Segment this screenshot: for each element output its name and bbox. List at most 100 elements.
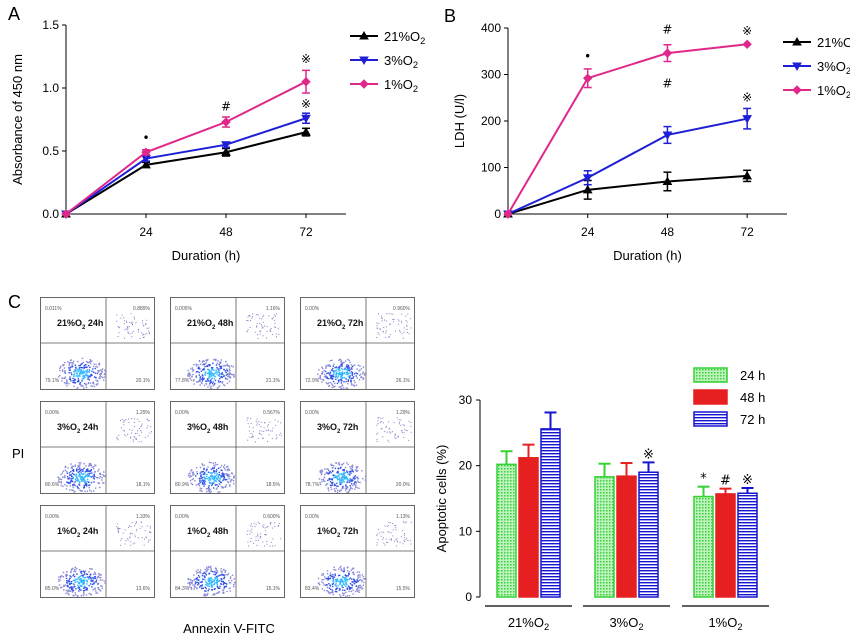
event-dot (277, 420, 279, 422)
event-dot (81, 477, 84, 479)
panel-label-a: A (8, 4, 20, 24)
event-dot (127, 332, 129, 334)
event-dot (190, 469, 193, 471)
event-dot (81, 380, 83, 382)
event-dot (351, 374, 353, 376)
event-dot (398, 419, 400, 421)
event-dot (376, 534, 378, 536)
event-dot (351, 584, 354, 587)
event-dot (188, 373, 190, 376)
event-dot (352, 581, 354, 583)
event-dot (345, 583, 347, 585)
event-dot (150, 431, 152, 433)
event-dot (209, 577, 211, 579)
event-dot (207, 358, 209, 361)
event-dot (385, 426, 387, 428)
event-dot (96, 383, 98, 385)
event-dot (324, 576, 326, 578)
event-dot (81, 475, 84, 478)
event-dot (346, 478, 348, 480)
event-dot (210, 577, 212, 579)
event-dot (83, 366, 86, 369)
event-dot (203, 473, 205, 476)
event-dot (350, 378, 352, 380)
event-dot (66, 385, 68, 387)
event-dot (220, 475, 222, 477)
event-dot (93, 478, 95, 480)
event-dot (394, 524, 396, 526)
event-dot (143, 336, 145, 338)
event-dot (191, 582, 193, 584)
event-dot (81, 585, 83, 588)
x-tick-label: 48 (219, 225, 233, 239)
event-dot (189, 479, 192, 482)
event-dot (335, 582, 337, 584)
event-dot (264, 533, 266, 535)
event-dot (90, 593, 92, 596)
event-dot (333, 372, 335, 374)
event-dot (388, 336, 390, 338)
event-dot (103, 475, 106, 477)
event-dot (269, 545, 271, 547)
event-dot (213, 480, 216, 482)
event-dot (72, 589, 74, 591)
event-dot (70, 571, 72, 574)
event-dot (68, 367, 70, 369)
event-dot (279, 538, 281, 540)
x-tick-label: 24 (139, 225, 153, 239)
event-dot (205, 587, 207, 590)
event-dot (124, 420, 126, 422)
event-dot (333, 386, 335, 388)
event-dot (335, 587, 338, 590)
event-dot (83, 387, 85, 389)
event-dot (342, 473, 344, 476)
event-dot (349, 479, 351, 482)
event-dot (217, 578, 219, 580)
event-dot (207, 568, 209, 570)
event-dot (84, 475, 87, 478)
event-dot (128, 326, 130, 328)
event-dot (357, 590, 359, 593)
event-dot (226, 382, 229, 385)
event-dot (207, 590, 209, 592)
event-dot (336, 485, 338, 487)
event-dot (79, 469, 82, 472)
event-dot (221, 473, 223, 475)
event-dot (194, 475, 197, 477)
event-dot (124, 337, 126, 339)
quadrant-value-q1: 0.005% (175, 306, 192, 312)
event-dot (61, 575, 63, 577)
event-dot (222, 592, 224, 594)
event-dot (102, 376, 104, 379)
event-dot (325, 471, 328, 474)
event-dot (73, 380, 76, 382)
event-dot (383, 531, 385, 533)
event-dot (83, 485, 85, 488)
event-dot (147, 541, 149, 543)
data-point (221, 147, 231, 156)
event-dot (197, 367, 199, 370)
event-dot (345, 577, 347, 579)
event-dot (204, 365, 206, 368)
event-dot (379, 328, 381, 330)
event-dot (261, 327, 263, 329)
event-dot (348, 359, 351, 362)
event-dot (219, 466, 222, 469)
event-dot (247, 329, 249, 331)
event-dot (90, 468, 92, 471)
event-dot (341, 481, 343, 484)
x-axis-title: Duration (h) (613, 248, 682, 263)
event-dot (319, 471, 321, 473)
condition-main: 1%O (187, 526, 208, 536)
event-dot (196, 572, 198, 575)
event-dot (392, 523, 394, 525)
event-dot (358, 585, 360, 587)
event-dot (346, 587, 349, 589)
event-dot (88, 462, 91, 465)
event-dot (131, 429, 133, 431)
significance-mark: # (662, 77, 672, 91)
event-dot (349, 470, 352, 473)
event-dot (342, 462, 345, 465)
event-dot (341, 463, 343, 466)
y-tick-label: 30 (459, 393, 473, 407)
